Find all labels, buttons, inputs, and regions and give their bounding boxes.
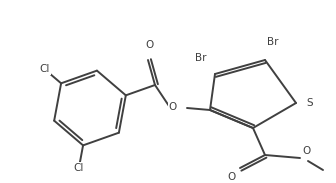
Text: Cl: Cl [39,64,50,74]
Text: O: O [169,102,177,112]
Text: Br: Br [196,53,207,63]
Text: O: O [228,172,236,182]
Text: O: O [146,40,154,50]
Text: S: S [306,98,312,108]
Text: Cl: Cl [74,163,84,173]
Text: Br: Br [267,37,279,47]
Text: O: O [302,146,310,156]
